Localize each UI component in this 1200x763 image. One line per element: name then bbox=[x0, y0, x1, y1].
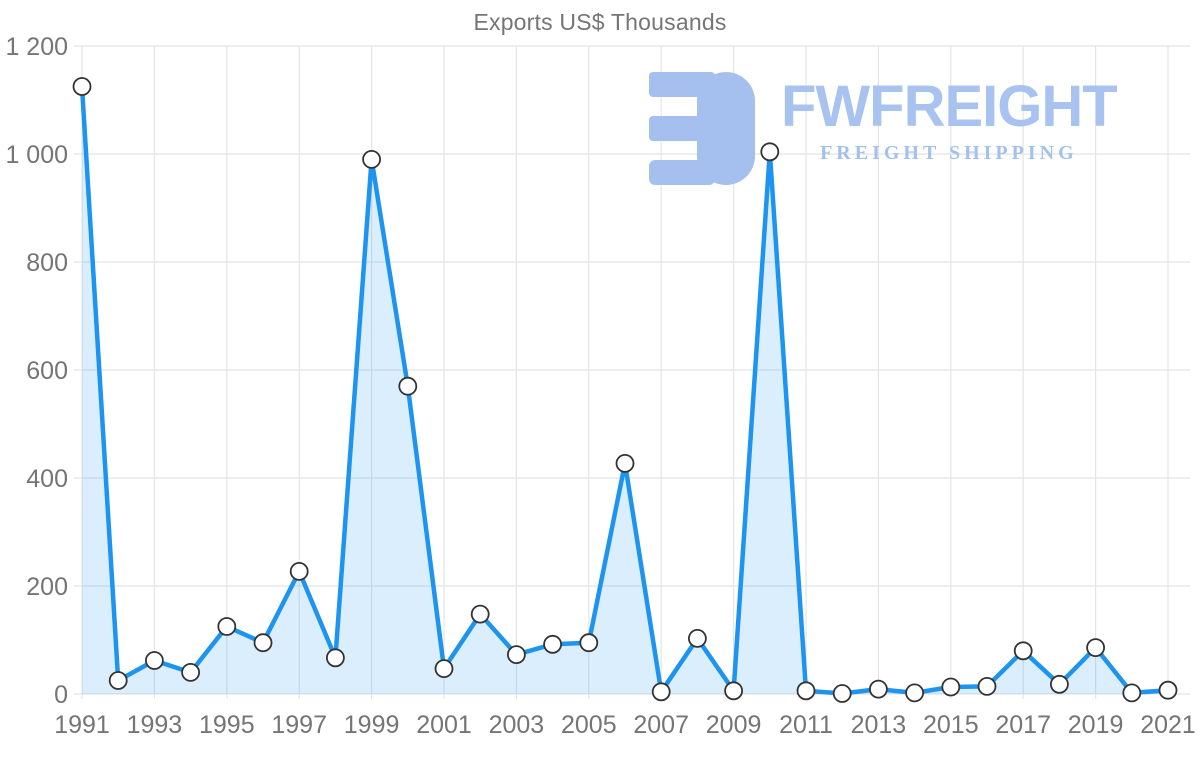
x-axis-label-1999: 1999 bbox=[344, 711, 400, 739]
y-axis-label-200: 200 bbox=[26, 573, 68, 601]
x-axis-label-1993: 1993 bbox=[127, 711, 183, 739]
y-axis-label-800: 800 bbox=[26, 249, 68, 277]
data-point-2017[interactable] bbox=[1013, 641, 1033, 661]
area-fill bbox=[82, 86, 1168, 694]
data-point-2019[interactable] bbox=[1086, 638, 1105, 657]
x-axis-label-2005: 2005 bbox=[561, 711, 617, 739]
data-point-1997[interactable] bbox=[289, 562, 309, 581]
data-point-2015[interactable] bbox=[941, 677, 961, 697]
x-axis-label-2019: 2019 bbox=[1068, 711, 1124, 739]
data-point-1993[interactable] bbox=[144, 651, 164, 670]
data-point-2014[interactable] bbox=[905, 683, 924, 703]
data-point-2008[interactable] bbox=[688, 629, 707, 648]
data-point-1996[interactable] bbox=[253, 633, 273, 653]
y-axis-label-1200: 1 200 bbox=[5, 33, 68, 61]
y-axis-label-600: 600 bbox=[26, 357, 68, 385]
chart-title: Exports US$ Thousands bbox=[473, 9, 727, 35]
y-axis-label-0: 0 bbox=[54, 681, 68, 709]
data-point-2004[interactable] bbox=[543, 634, 562, 654]
data-point-2000[interactable] bbox=[398, 376, 418, 396]
x-axis-label-2017: 2017 bbox=[995, 711, 1051, 739]
data-point-2007[interactable] bbox=[651, 682, 671, 702]
data-point-2011[interactable] bbox=[796, 681, 816, 701]
data-point-2016[interactable] bbox=[977, 677, 997, 696]
data-point-2010[interactable] bbox=[760, 142, 780, 162]
data-point-2013[interactable] bbox=[869, 679, 888, 699]
data-point-2018[interactable] bbox=[1050, 674, 1069, 694]
data-point-2006[interactable] bbox=[615, 453, 635, 473]
data-point-2020[interactable] bbox=[1122, 683, 1142, 703]
y-axis-label-400: 400 bbox=[26, 465, 68, 493]
x-axis-label-2021: 2021 bbox=[1140, 711, 1196, 739]
data-point-1992[interactable] bbox=[108, 671, 128, 690]
data-point-2021[interactable] bbox=[1158, 680, 1178, 700]
data-point-2001[interactable] bbox=[434, 659, 454, 678]
x-axis-label-2001: 2001 bbox=[416, 711, 472, 739]
data-point-1998[interactable] bbox=[325, 648, 345, 668]
data-point-1994[interactable] bbox=[181, 663, 201, 682]
x-axis-label-2009: 2009 bbox=[706, 711, 762, 739]
data-point-1991[interactable] bbox=[72, 77, 92, 96]
data-point-2003[interactable] bbox=[507, 645, 526, 664]
x-axis-label-2011: 2011 bbox=[779, 711, 833, 739]
data-point-2009[interactable] bbox=[724, 681, 743, 701]
data-point-1999[interactable] bbox=[362, 149, 382, 169]
data-point-2002[interactable] bbox=[470, 604, 490, 624]
data-point-1995[interactable] bbox=[217, 617, 237, 636]
x-axis-label-2003: 2003 bbox=[489, 711, 545, 739]
x-axis-label-2015: 2015 bbox=[923, 711, 979, 739]
data-point-2005[interactable] bbox=[579, 633, 599, 653]
data-point-2012[interactable] bbox=[832, 684, 852, 703]
x-axis-label-1997: 1997 bbox=[271, 711, 327, 739]
x-axis-label-1995: 1995 bbox=[199, 711, 255, 739]
y-axis-label-1000: 1 000 bbox=[5, 141, 68, 169]
x-axis-label-2013: 2013 bbox=[851, 711, 907, 739]
x-axis-label-2007: 2007 bbox=[633, 711, 689, 739]
x-axis-label-1991: 1991 bbox=[54, 711, 110, 739]
